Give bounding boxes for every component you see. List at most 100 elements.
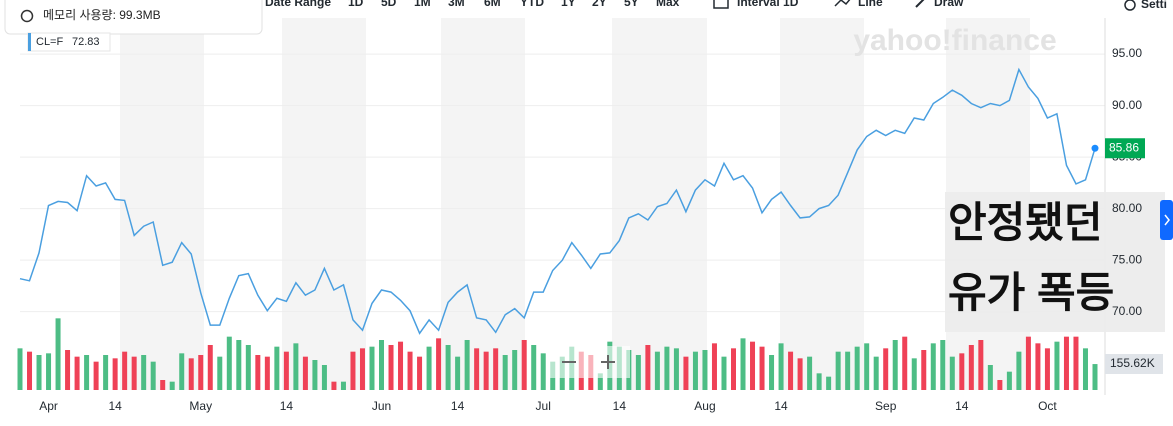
memory-icon [20, 9, 34, 23]
volume-bar [807, 356, 813, 390]
x-tick-label: 14 [955, 399, 969, 413]
volume-bar [74, 356, 80, 390]
volume-bar [464, 340, 470, 390]
volume-bar [84, 355, 90, 390]
volume-bar [312, 360, 318, 390]
volume-bar [512, 350, 518, 390]
line-button[interactable]: Line [858, 0, 883, 9]
volume-bar [198, 355, 204, 390]
x-tick-label: 14 [280, 399, 294, 413]
interval-icon [713, 0, 729, 9]
band [282, 18, 366, 390]
volume-bar [797, 358, 803, 390]
toolbar-button[interactable]: 1M [414, 0, 431, 9]
toolbar-button[interactable]: Max [656, 0, 680, 9]
volume-bar [930, 343, 936, 390]
toolbar-button[interactable]: 2Y [592, 0, 607, 9]
volume-bar [816, 373, 822, 390]
plot [17, 53, 1105, 390]
volume-bar [179, 353, 185, 390]
toolbar-button[interactable]: 5D [381, 0, 397, 9]
toolbar: Date Range 1D 5D 1M 3M 6M YTD 1Y 2Y 5Y M… [265, 0, 1167, 11]
band [441, 18, 525, 390]
toolbar-button[interactable]: 3M [448, 0, 465, 9]
volume-bar [160, 380, 166, 390]
legend-value: 72.83 [72, 36, 100, 48]
volume-bar [845, 351, 851, 390]
volume-bar [426, 346, 432, 390]
x-tick-label: Jun [372, 399, 391, 413]
band [780, 18, 864, 390]
volume-bar [93, 361, 99, 390]
volume-bar [1082, 348, 1088, 390]
volume-bar [255, 355, 261, 390]
volume-bar [331, 381, 337, 390]
toolbar-button[interactable]: 1D [348, 0, 364, 9]
memory-text: 메모리 사용량: 99.3MB [43, 8, 161, 22]
volume-bar [483, 351, 489, 390]
volume-bar [502, 355, 508, 390]
volume-bar [264, 356, 270, 390]
volume-bar [683, 356, 689, 390]
volume-bar [350, 351, 356, 390]
volume-bar [293, 343, 299, 390]
legend-symbol: CL=F [36, 36, 63, 48]
overlay-text: 안정됐던 [948, 199, 1103, 246]
volume-bar [407, 351, 413, 390]
line-icon [834, 0, 851, 7]
x-tick-label: 14 [774, 399, 788, 413]
last-point [1091, 144, 1099, 152]
volume-bar [65, 350, 71, 390]
volume-bar [902, 336, 908, 390]
volume-bar [46, 353, 52, 390]
side-tab[interactable] [1160, 200, 1173, 240]
volume-bar [150, 361, 156, 390]
draw-button[interactable]: Draw [934, 0, 964, 9]
volume-bar [664, 346, 670, 390]
volume-bar [788, 351, 794, 390]
volume-bar [911, 358, 917, 390]
x-tick-label: 14 [108, 399, 122, 413]
volume-bar [103, 355, 109, 390]
volume-bar [873, 356, 879, 390]
month-shading [120, 18, 1030, 390]
settings-button[interactable]: Setti [1141, 0, 1167, 11]
volume-bar [388, 345, 394, 390]
volume-bar [759, 346, 765, 390]
volume-bar [1063, 336, 1069, 390]
toolbar-button[interactable]: Date Range [265, 0, 331, 9]
volume-bar [645, 345, 651, 390]
volume-bar [359, 348, 365, 390]
volume-bar [892, 340, 898, 390]
volume-bar [1054, 341, 1060, 390]
volume-bar [730, 348, 736, 390]
volume-bar [778, 343, 784, 390]
toolbar-button[interactable]: 5Y [624, 0, 639, 9]
volume-bar [1025, 336, 1031, 390]
toolbar-button[interactable]: YTD [520, 0, 544, 9]
volume-bar [673, 348, 679, 390]
toolbar-button[interactable]: 1Y [561, 0, 576, 9]
y-tick-label: 70.00 [1112, 304, 1142, 318]
volume-bar [188, 358, 194, 390]
volume-bar [236, 340, 242, 390]
volume-bar [949, 356, 955, 390]
volume-bar [226, 336, 232, 390]
volume-bar [711, 343, 717, 390]
volume-bar [968, 345, 974, 390]
volume-bar [1073, 336, 1079, 390]
volume-bar [835, 351, 841, 390]
interval-button[interactable]: Interval 1D [737, 0, 799, 9]
volume-bar [1006, 371, 1012, 390]
settings-icon [1124, 0, 1136, 11]
toolbar-button[interactable]: 6M [484, 0, 501, 9]
y-tick-label: 95.00 [1112, 46, 1142, 60]
volume-bar [455, 356, 461, 390]
volume-bar [436, 338, 442, 390]
volume-bar [692, 351, 698, 390]
x-tick-label: May [189, 399, 212, 413]
volume-bar [1044, 348, 1050, 390]
volume-bar [369, 346, 375, 390]
volume-bar [940, 340, 946, 390]
